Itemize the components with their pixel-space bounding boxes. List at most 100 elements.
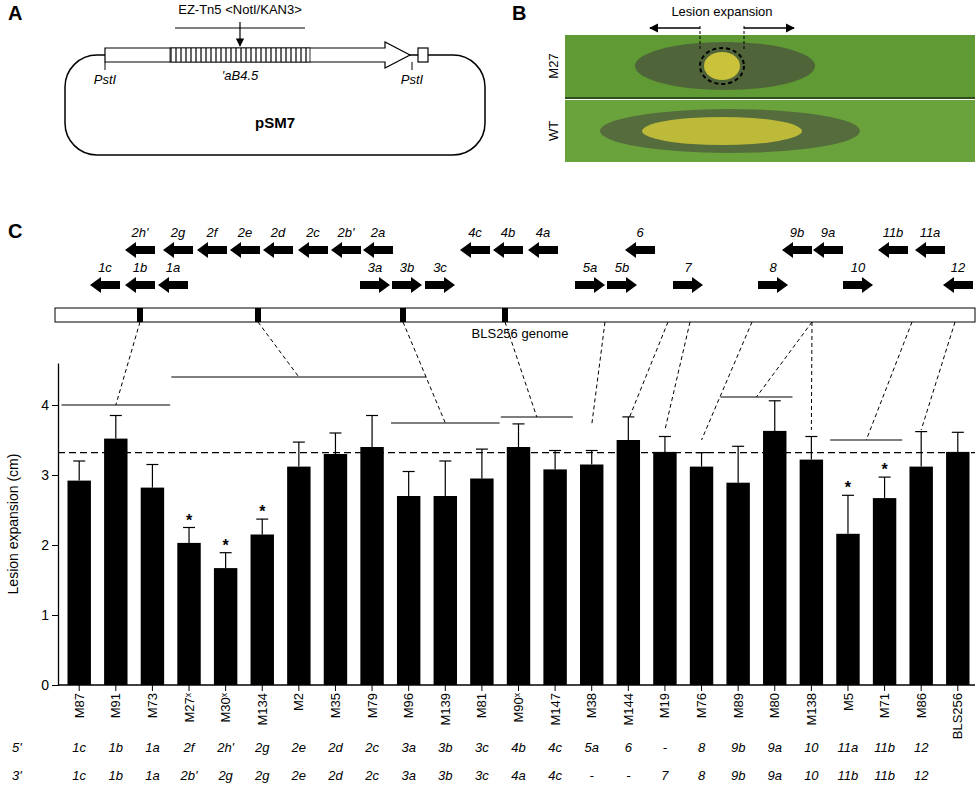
bar <box>580 465 603 686</box>
error-bar <box>445 461 446 496</box>
plot-area <box>58 401 975 685</box>
insertion-label: 1b <box>109 740 123 755</box>
error-bar <box>518 424 519 447</box>
tick: M86 <box>914 685 929 718</box>
bar <box>214 568 237 685</box>
tick: M38 <box>584 685 599 718</box>
tick: M144 <box>621 685 636 726</box>
gene-arrow <box>105 42 410 68</box>
annotation: Lesion expansion <box>671 4 772 19</box>
tick: 0 <box>41 677 58 693</box>
gene-arrow <box>230 242 260 258</box>
guide <box>744 26 745 50</box>
transposon-insert <box>170 48 310 62</box>
tick: M138 <box>804 685 819 726</box>
error-cap <box>952 432 964 433</box>
insertion-label: 2g <box>254 740 270 755</box>
error-cap <box>439 460 451 461</box>
insertion-label: 2f <box>183 740 196 755</box>
tick-label: M86 <box>914 693 929 718</box>
error-cap <box>769 400 781 401</box>
gene-arrow <box>813 242 843 258</box>
insertion-label: 2b' <box>180 768 198 783</box>
tick-label: M27ˣ <box>182 692 197 722</box>
tick: M79 <box>365 685 380 718</box>
insertion-label: 11b <box>874 768 895 783</box>
insertion-label: 1a <box>145 740 159 755</box>
insertion-label: 2c <box>364 768 379 783</box>
gene-arrow <box>915 242 945 258</box>
lesion <box>600 109 860 153</box>
bar <box>800 460 823 685</box>
connector <box>505 322 537 417</box>
lesion-core <box>642 117 802 145</box>
bar <box>251 535 274 686</box>
tick-label: M81 <box>474 693 489 718</box>
tick-label: BLS256 <box>950 693 965 739</box>
gene-map: C2h'2g2f2e2d2c2b'2a4c4b4a69b9a11b11a1c1b… <box>8 220 975 341</box>
y-axis: 01234 <box>41 364 58 693</box>
error-bar <box>701 453 702 467</box>
bar <box>617 440 640 685</box>
insertion-label: 9a <box>768 740 782 755</box>
gene-label: 2f <box>206 225 219 240</box>
tick: M87 <box>72 685 87 718</box>
insertion-label: 1c <box>72 740 86 755</box>
chart: ***** <box>58 322 975 685</box>
gene-label: 2b' <box>337 225 355 240</box>
insertion-label: 3c <box>475 768 489 783</box>
insertion-label: 4c <box>548 768 562 783</box>
error-cap <box>915 431 927 432</box>
tick-label: 4 <box>41 397 49 413</box>
insertion-label: 2g <box>254 768 270 783</box>
error-cap <box>805 436 817 437</box>
genome-locus <box>400 308 406 322</box>
error-bar <box>335 433 336 454</box>
tick-mark <box>298 685 299 691</box>
gene-arrow <box>90 277 120 293</box>
tick-mark <box>52 685 58 686</box>
gene-arrow <box>163 242 193 258</box>
leaf <box>565 100 975 162</box>
insertion-label: 3a <box>401 768 415 783</box>
genome-locus <box>502 308 508 322</box>
insertion-label: 2d <box>327 740 343 755</box>
bar <box>470 479 493 686</box>
error-bar <box>774 401 775 431</box>
gene-label: 3c <box>433 260 447 275</box>
tick-label: M144 <box>621 693 636 726</box>
gene-label: 12 <box>951 260 966 275</box>
site-label: PstI <box>401 72 424 87</box>
gene-fragment <box>418 48 428 62</box>
inoculation-site <box>700 48 744 84</box>
tick: 2 <box>41 537 58 553</box>
tick-label: M79 <box>365 693 380 718</box>
row-label: 3' <box>12 768 22 783</box>
tick: M147 <box>548 685 563 726</box>
error-bar <box>884 477 885 498</box>
gene-arrow <box>392 277 422 293</box>
tick-mark <box>957 685 958 691</box>
gene-label: 1b <box>133 260 147 275</box>
connector <box>403 322 445 423</box>
tick-mark <box>52 615 58 616</box>
insertion-label: 2e <box>291 740 306 755</box>
tick: M19 <box>657 685 672 718</box>
connector <box>921 322 955 430</box>
bar <box>67 481 90 685</box>
insertion-label: 12 <box>914 740 929 755</box>
error-cap <box>586 450 598 451</box>
connector <box>665 322 690 430</box>
gene-arrow <box>197 242 227 258</box>
insertion-label: 1c <box>72 768 86 783</box>
gene-label: 3a <box>368 260 382 275</box>
row-label: WT <box>546 121 561 141</box>
gene-arrow <box>298 242 328 258</box>
tick-label: 0 <box>41 677 49 693</box>
tick-label: M76 <box>694 693 709 718</box>
tick-mark <box>79 685 80 691</box>
insertion-label: 4a <box>511 768 525 783</box>
gene-arrow <box>528 242 558 258</box>
insertion-label: 11b <box>838 768 859 783</box>
tick-mark <box>921 685 922 691</box>
